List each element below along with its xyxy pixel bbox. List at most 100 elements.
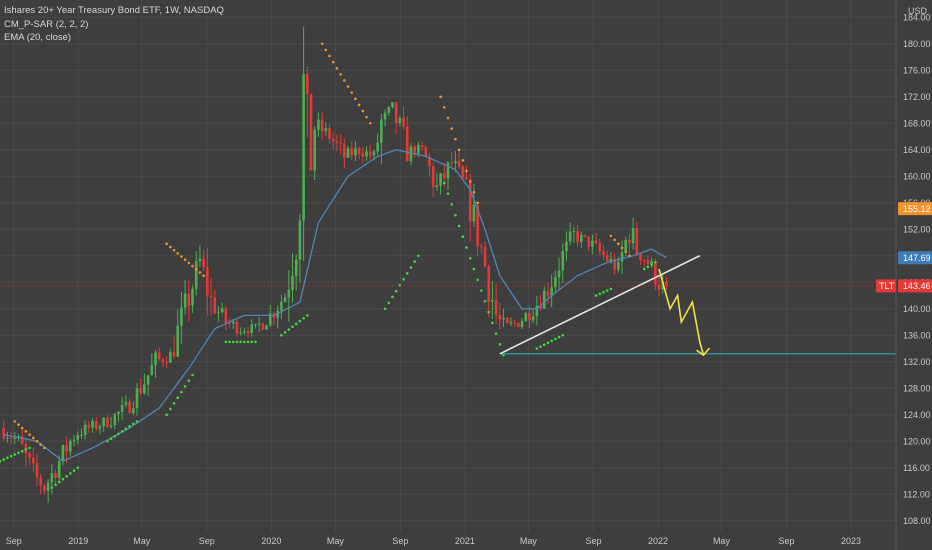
sar-dot-up <box>287 328 291 331</box>
time-tick-label: May <box>327 536 345 546</box>
price-badge-text: 143.46 <box>903 281 931 291</box>
candle-body <box>46 482 50 491</box>
symbol-badge-text: TLT <box>879 281 895 291</box>
sar-dot-up <box>57 480 61 484</box>
sar-dot-up <box>602 290 605 294</box>
sar-dot-up <box>554 337 557 341</box>
candle-body <box>572 230 576 232</box>
price-tick-label: 164.00 <box>903 145 931 155</box>
sar-dot-down <box>339 73 342 76</box>
candle-body <box>605 255 609 262</box>
candle-body <box>450 162 453 164</box>
sar-dot-up <box>598 292 602 296</box>
time-tick-label: May <box>520 536 538 546</box>
candle-body <box>517 323 520 328</box>
time-tick-label: 2021 <box>455 536 475 546</box>
sar-dot-up <box>391 295 394 299</box>
sar-dot-up <box>654 261 657 264</box>
time-tick-label: May <box>133 536 151 546</box>
candle-body <box>150 365 154 376</box>
sar-dot-up <box>498 343 502 346</box>
price-badges: 155.12 147.69 143.46 TLT <box>876 202 932 293</box>
candle-body <box>431 166 435 188</box>
sar-dot-up <box>294 322 298 326</box>
candle-body <box>120 404 124 412</box>
sar-dot-up <box>2 458 6 461</box>
sar-dot-down <box>346 85 350 88</box>
candle-body <box>624 239 628 253</box>
time-axis[interactable]: Sep 2019 May Sep 2020 May Sep 2021 May Sep 2022 May… <box>6 536 861 546</box>
sar-dot-up <box>557 335 561 339</box>
sar-dot-down <box>176 252 180 255</box>
sar-dot-down <box>335 66 339 70</box>
candle-body <box>420 145 424 147</box>
candle-body <box>57 460 61 479</box>
sar-dot-down <box>24 430 28 433</box>
candle-body <box>409 146 413 162</box>
time-tick-label: 2019 <box>68 536 88 546</box>
sar-dot-down <box>169 245 172 249</box>
price-tick-label: 184.00 <box>903 12 931 22</box>
candle-body <box>535 305 539 317</box>
grid <box>0 0 896 532</box>
sar-dot-up <box>131 422 135 426</box>
candle-body <box>54 473 57 479</box>
candle-body <box>9 437 13 439</box>
sar-dot-up <box>9 454 13 458</box>
sar-dot-up <box>487 310 491 314</box>
candle-body <box>561 251 565 271</box>
candle-body <box>617 261 620 270</box>
sar-dot-up <box>446 192 450 195</box>
indicator-psar[interactable]: CM_P-SAR (2, 2, 2) <box>4 18 89 30</box>
sar-dot-up <box>183 385 187 388</box>
sar-dot-up <box>442 181 446 185</box>
sar-dot-down <box>20 426 24 430</box>
candle-body <box>191 288 194 306</box>
candle-body <box>620 252 624 262</box>
candle-body <box>539 305 542 309</box>
sar-dot-down <box>328 54 331 58</box>
sar-dot-up <box>169 407 172 411</box>
sar-dot-down <box>617 242 620 246</box>
candle-body <box>28 452 31 458</box>
candles <box>2 27 668 503</box>
sar-dot-up <box>176 396 180 400</box>
sar-dot-up <box>468 256 472 260</box>
sar-dot-up <box>239 340 242 344</box>
sar-dot-up <box>387 301 391 305</box>
sar-dot-up <box>165 413 168 417</box>
candle-body <box>546 290 550 296</box>
sar-dot-up <box>254 340 257 344</box>
sar-dot-up <box>302 316 305 320</box>
sar-dot-down <box>320 42 324 46</box>
sar-dot-up <box>6 456 9 460</box>
candle-body <box>220 308 224 313</box>
sar-dot-down <box>202 274 205 277</box>
price-tick-label: 120.00 <box>903 436 931 446</box>
candle-body <box>354 148 357 156</box>
sar-dot-up <box>117 432 120 436</box>
price-tick-label: 172.00 <box>903 92 931 102</box>
candle-body <box>135 388 139 409</box>
price-tick-label: 128.00 <box>903 383 931 393</box>
candle-body <box>246 331 250 333</box>
price-badge-box <box>898 279 932 293</box>
candle-body <box>498 314 502 320</box>
candle-body <box>6 437 9 439</box>
candle-body <box>128 401 131 413</box>
candle-body <box>131 408 135 413</box>
price-tick-label: 108.00 <box>903 516 931 526</box>
indicator-ema[interactable]: EMA (20, close) <box>4 32 72 43</box>
price-tick-label: 116.00 <box>903 463 930 473</box>
price-tick-label: 168.00 <box>903 118 931 128</box>
candle-body <box>83 424 87 435</box>
candle-body <box>350 148 354 156</box>
candle-body <box>468 179 472 222</box>
candle-body <box>124 401 128 405</box>
sar-dot-down <box>439 95 442 99</box>
sar-dot-up <box>480 289 483 292</box>
candle-body <box>391 102 394 108</box>
price-tick-label: 176.00 <box>903 65 931 75</box>
